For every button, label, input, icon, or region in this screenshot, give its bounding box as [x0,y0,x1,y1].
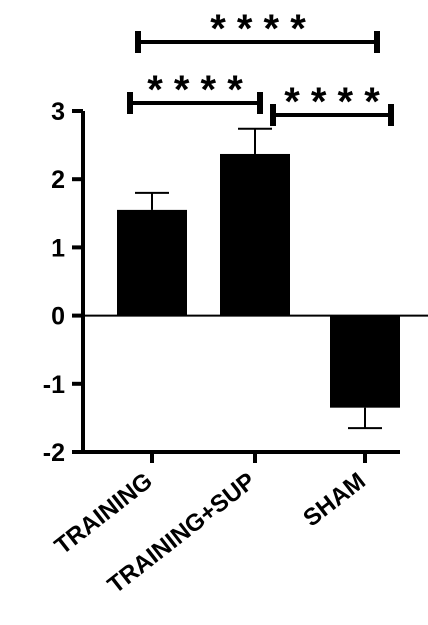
error-bar [238,127,272,154]
y-tick-label: -1 [43,371,65,399]
y-tick-label: 2 [51,166,65,194]
y-tick-label: 0 [51,303,65,331]
y-tick-label: 1 [51,234,65,262]
significance-bracket: * * * * [127,68,263,114]
bar-sham [330,315,400,408]
error-bar [348,407,382,430]
significance-bracket: * * * * [270,80,394,126]
bar-training-sup [220,153,290,316]
axes [72,109,428,463]
significance-label: * * * * [210,7,306,51]
y-tick-label: -2 [43,439,65,467]
y-tick-label: 3 [51,98,65,126]
significance-label: * * * * [284,80,380,124]
x-tick-label: SHAM [298,467,370,532]
significance-brackets: * * * * * * * * * * * * [127,7,394,126]
error-bar [135,191,169,210]
bar-training [117,209,187,316]
x-tick-label: TRAINING [50,467,158,560]
significance-bracket: * * * * [135,7,380,53]
significance-label: * * * * [147,68,243,112]
error-bars [135,127,382,430]
bars [117,153,400,408]
